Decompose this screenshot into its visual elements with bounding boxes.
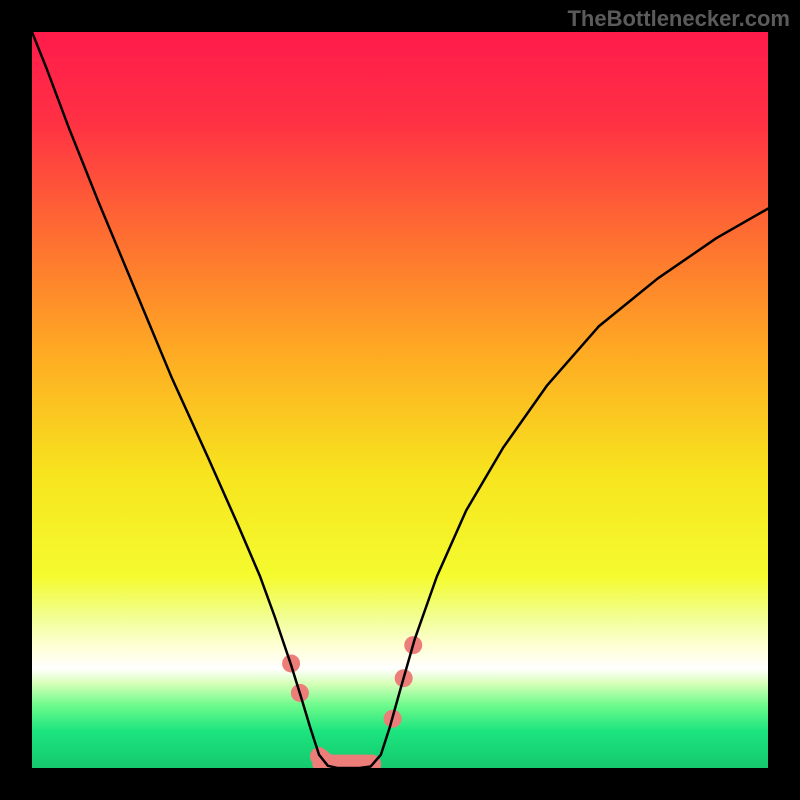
plot-area [32, 32, 768, 768]
bottleneck-curve-chart [32, 32, 768, 768]
watermark-text: TheBottlenecker.com [567, 6, 790, 32]
gradient-background [32, 32, 768, 768]
chart-frame: TheBottlenecker.com [0, 0, 800, 800]
